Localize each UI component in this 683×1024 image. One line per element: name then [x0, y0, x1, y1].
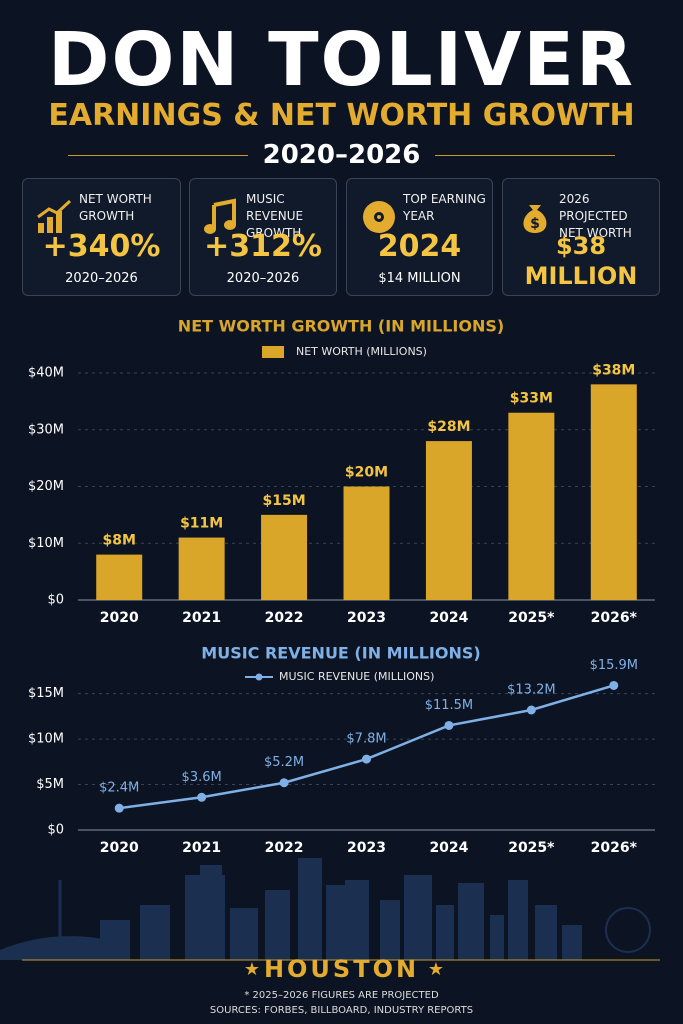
subtitle: EARNINGS & NET WORTH GROWTH	[48, 98, 635, 133]
y-tick-label: $5M	[36, 777, 64, 792]
card-value: 2024	[377, 229, 462, 264]
point	[114, 803, 124, 813]
x-tick-label: 2025*	[508, 610, 555, 626]
bar	[343, 486, 390, 600]
x-tick-label: 2024	[429, 610, 468, 626]
value-label: $3.6M	[182, 770, 222, 785]
card-value: $38 MILLION	[524, 232, 638, 290]
star: ★	[428, 959, 444, 980]
x-tick-label: 2020	[100, 610, 139, 626]
star: ★	[244, 959, 260, 980]
card-note: 2020–2026	[65, 271, 138, 286]
y-tick-label: $40M	[28, 366, 64, 381]
value-label: $11M	[180, 516, 223, 532]
svg-text:$: $	[530, 216, 540, 232]
point	[197, 792, 207, 802]
value-label: $15M	[262, 493, 305, 509]
x-tick-label: 2024	[429, 840, 468, 856]
x-tick-label: 2023	[347, 610, 386, 626]
value-label: $20M	[345, 465, 388, 481]
stat-card: NET WORTH GROWTH +340% 2020–2026	[22, 178, 181, 296]
chart-title: MUSIC REVENUE (IN MILLIONS)	[201, 644, 480, 663]
legend-swatch	[255, 673, 263, 681]
value-label: $33M	[510, 391, 553, 407]
x-tick-label: 2021	[182, 610, 221, 626]
skyline	[0, 858, 651, 960]
bar	[178, 537, 225, 600]
card-label: MUSIC REVENUE GROWTH	[246, 192, 304, 240]
card-label: 2026 PROJECTED NET WORTH	[559, 192, 632, 240]
x-tick-label: 2022	[265, 610, 304, 626]
x-tick-label: 2026*	[591, 840, 638, 856]
value-label: $15.9M	[590, 658, 638, 673]
point	[609, 680, 619, 690]
value-label: $5.2M	[264, 755, 304, 770]
x-tick-label: 2021	[182, 840, 221, 856]
sources: SOURCES: FORBES, BILLBOARD, INDUSTRY REP…	[209, 1005, 474, 1016]
legend-swatch	[262, 346, 284, 358]
icon	[363, 201, 395, 233]
card-note: $14 MILLION	[378, 271, 461, 286]
rule	[435, 155, 615, 156]
card-label: TOP EARNING YEAR	[403, 192, 486, 223]
x-tick-label: 2022	[265, 840, 304, 856]
x-tick-label: 2020	[100, 840, 139, 856]
value-label: $2.4M	[99, 781, 139, 796]
bar	[425, 441, 472, 600]
bar	[590, 384, 637, 600]
point	[362, 754, 371, 764]
value-label: $8M	[103, 533, 136, 549]
value-label: $11.5M	[425, 698, 473, 713]
card-label: NET WORTH GROWTH	[79, 192, 152, 223]
bar	[96, 554, 143, 600]
title: DON TOLIVER	[48, 17, 635, 103]
legend-label: MUSIC REVENUE (MILLIONS)	[279, 670, 434, 683]
y-tick-label: $0	[47, 593, 64, 608]
icon	[37, 199, 72, 233]
x-tick-label: 2025*	[508, 840, 555, 856]
y-tick-label: $20M	[28, 479, 64, 494]
card-value: +340%	[42, 229, 161, 264]
y-tick-label: $30M	[28, 422, 64, 437]
x-tick-label: 2023	[347, 840, 386, 856]
value-label: $38M	[592, 362, 635, 378]
value-label: $13.2M	[507, 683, 555, 698]
stat-card: TOP EARNING YEAR 2024 $14 MILLION	[346, 178, 493, 296]
point	[444, 720, 454, 730]
bar	[508, 412, 555, 600]
icon	[204, 198, 236, 234]
stat-card: $ 2026 PROJECTED NET WORTH $38 MILLION	[502, 178, 660, 296]
legend-label: NET WORTH (MILLIONS)	[296, 345, 427, 358]
footnote: * 2025–2026 FIGURES ARE PROJECTED	[244, 990, 439, 1001]
bar	[261, 514, 308, 600]
value-label: $28M	[427, 419, 470, 435]
rule	[68, 155, 248, 156]
city: HOUSTON	[263, 955, 420, 983]
y-tick-label: $15M	[28, 686, 64, 701]
icon: $	[523, 205, 547, 233]
stat-card: MUSIC REVENUE GROWTH +312% 2020–2026	[189, 178, 337, 296]
card-note: 2020–2026	[226, 271, 300, 286]
line	[119, 684, 615, 810]
point	[279, 778, 289, 788]
value-label: $7.8M	[346, 732, 386, 747]
years: 2020–2026	[262, 140, 421, 170]
y-tick-label: $10M	[28, 732, 64, 747]
x-tick-label: 2026*	[591, 610, 638, 626]
point	[526, 705, 536, 715]
card-value: +312%	[204, 229, 322, 264]
chart-title: NET WORTH GROWTH (IN MILLIONS)	[178, 317, 504, 336]
y-tick-label: $10M	[28, 536, 64, 551]
y-tick-label: $0	[47, 823, 64, 838]
